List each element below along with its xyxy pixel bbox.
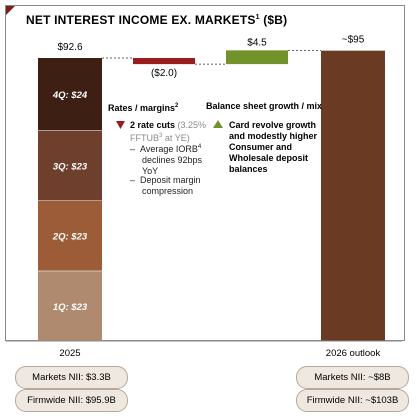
bar-segment-3q [38,130,102,201]
rates-main: 2 rate cuts [130,120,176,130]
bar-segment-4q [38,58,102,131]
bar-2026-outlook [321,50,385,342]
x-tick-label-2026: 2026 outlook [326,348,381,359]
delta-label-1: ($2.0) [151,68,177,79]
delta-label-2: $4.5 [247,37,267,48]
bar-segment-2q [38,200,102,271]
rates-sub-1: – Average IORB4 declines 92bps YoY [130,144,203,176]
rates-main-note-3: at YE) [162,133,190,143]
balance-heading: Balance sheet growth / mix [206,101,323,111]
x-tick-label-2025: 2025 [59,348,80,359]
firmwide-nii-2026-pill: Firmwide NII: ~$103B [296,389,409,412]
segment-label-1q: 1Q: $23 [53,302,88,313]
rates-main-note-2: FFTUB [130,133,159,143]
total-label-2026: ~$95 [342,35,365,46]
title-text: NET INTEREST INCOME EX. MARKETS [26,13,256,27]
rates-main-note-1: (3.25% [175,120,207,130]
firmwide-nii-2025-pill: Firmwide NII: $95.9B [15,389,128,412]
title-bar: NET INTEREST INCOME EX. MARKETS1 ($B) [6,6,403,28]
segment-label-4q: 4Q: $24 [52,90,88,101]
markets-nii-2025-pill: Markets NII: $3.3B [15,366,128,389]
title-corner-accent [6,6,15,15]
balance-bullet: Card revolve growth and modestly higher … [229,120,318,174]
bar-segment-1q [38,270,102,341]
page-title: NET INTEREST INCOME EX. MARKETS1 ($B) [26,13,287,27]
delta-bar-1 [133,58,195,65]
rates-annotation: Rates / margins2 [108,101,208,114]
title-superscript: 1 [255,14,260,21]
rates-sub-2: – Deposit margin compression [130,175,201,196]
segment-label-3q: 3Q: $23 [53,161,88,172]
down-triangle-icon [116,121,125,129]
total-label-2025: $92.6 [57,42,82,53]
markets-nii-2026-pill: Markets NII: ~$8B [296,366,409,389]
segment-label-2q: 2Q: $23 [52,232,88,243]
title-unit: ($B) [263,13,288,27]
up-triangle-icon [213,120,223,128]
rates-bullet: 2 rate cuts (3.25% FFTUB3 at YE) [130,120,207,143]
balance-annotation: Balance sheet growth / mix [206,101,326,112]
delta-bar-2 [226,50,288,65]
rates-heading: Rates / margins2 [108,103,179,113]
